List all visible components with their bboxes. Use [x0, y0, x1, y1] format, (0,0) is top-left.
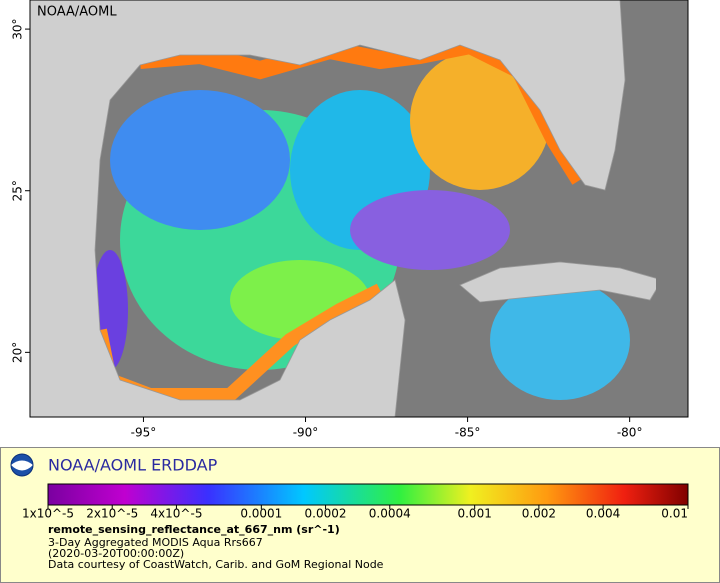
map-axes: -95° -90° -85° -80° 20° 25° 30° [11, 18, 643, 439]
colorbar-tick-label: 0.0004 [369, 507, 411, 521]
variable-name: remote_sensing_reflectance_at_667_nm (sr… [48, 523, 340, 536]
x-tick-label: -95° [131, 426, 157, 440]
colorbar [47, 483, 689, 506]
colorbar-tick-label: 0.0001 [240, 507, 282, 521]
caption-line: Data courtesy of CoastWatch, Carib. and … [48, 558, 384, 571]
y-tick-label: 25° [11, 180, 25, 201]
legend-panel [0, 447, 720, 583]
x-tick-label: -80° [617, 426, 643, 440]
colorbar-tick-label: 0.002 [522, 507, 556, 521]
caption-line: 3-Day Aggregated MODIS Aqua Rrs667 [48, 536, 263, 549]
watermark: NOAA/AOML [37, 5, 117, 20]
caption-line: (2020-03-20T00:00:00Z) [48, 547, 184, 560]
caption: 3-Day Aggregated MODIS Aqua Rrs667(2020-… [48, 536, 384, 571]
colorbar-tick-label: 4x10^-5 [150, 507, 202, 521]
y-tick-label: 30° [11, 18, 25, 39]
legend-title: NOAA/AOML ERDDAP [48, 456, 218, 475]
colorbar-tick-label: 0.0002 [305, 507, 347, 521]
noaa-logo [10, 453, 34, 477]
colorbar-tick-label: 2x10^-5 [86, 507, 138, 521]
y-tick-label: 20° [11, 342, 25, 363]
colorbar-tick-label: 0.001 [457, 507, 491, 521]
map-image [30, 0, 688, 417]
map-frame [29, 0, 689, 418]
colorbar-tick-label: 0.01 [661, 507, 688, 521]
x-tick-label: -85° [455, 426, 481, 440]
colorbar-ticks: 1x10^-5 2x10^-5 4x10^-5 0.0001 0.0002 0.0004 0… [22, 505, 689, 521]
colorbar-tick-label: 0.004 [586, 507, 620, 521]
x-tick-label: -90° [293, 426, 319, 440]
colorbar-tick-label: 1x10^-5 [22, 507, 74, 521]
